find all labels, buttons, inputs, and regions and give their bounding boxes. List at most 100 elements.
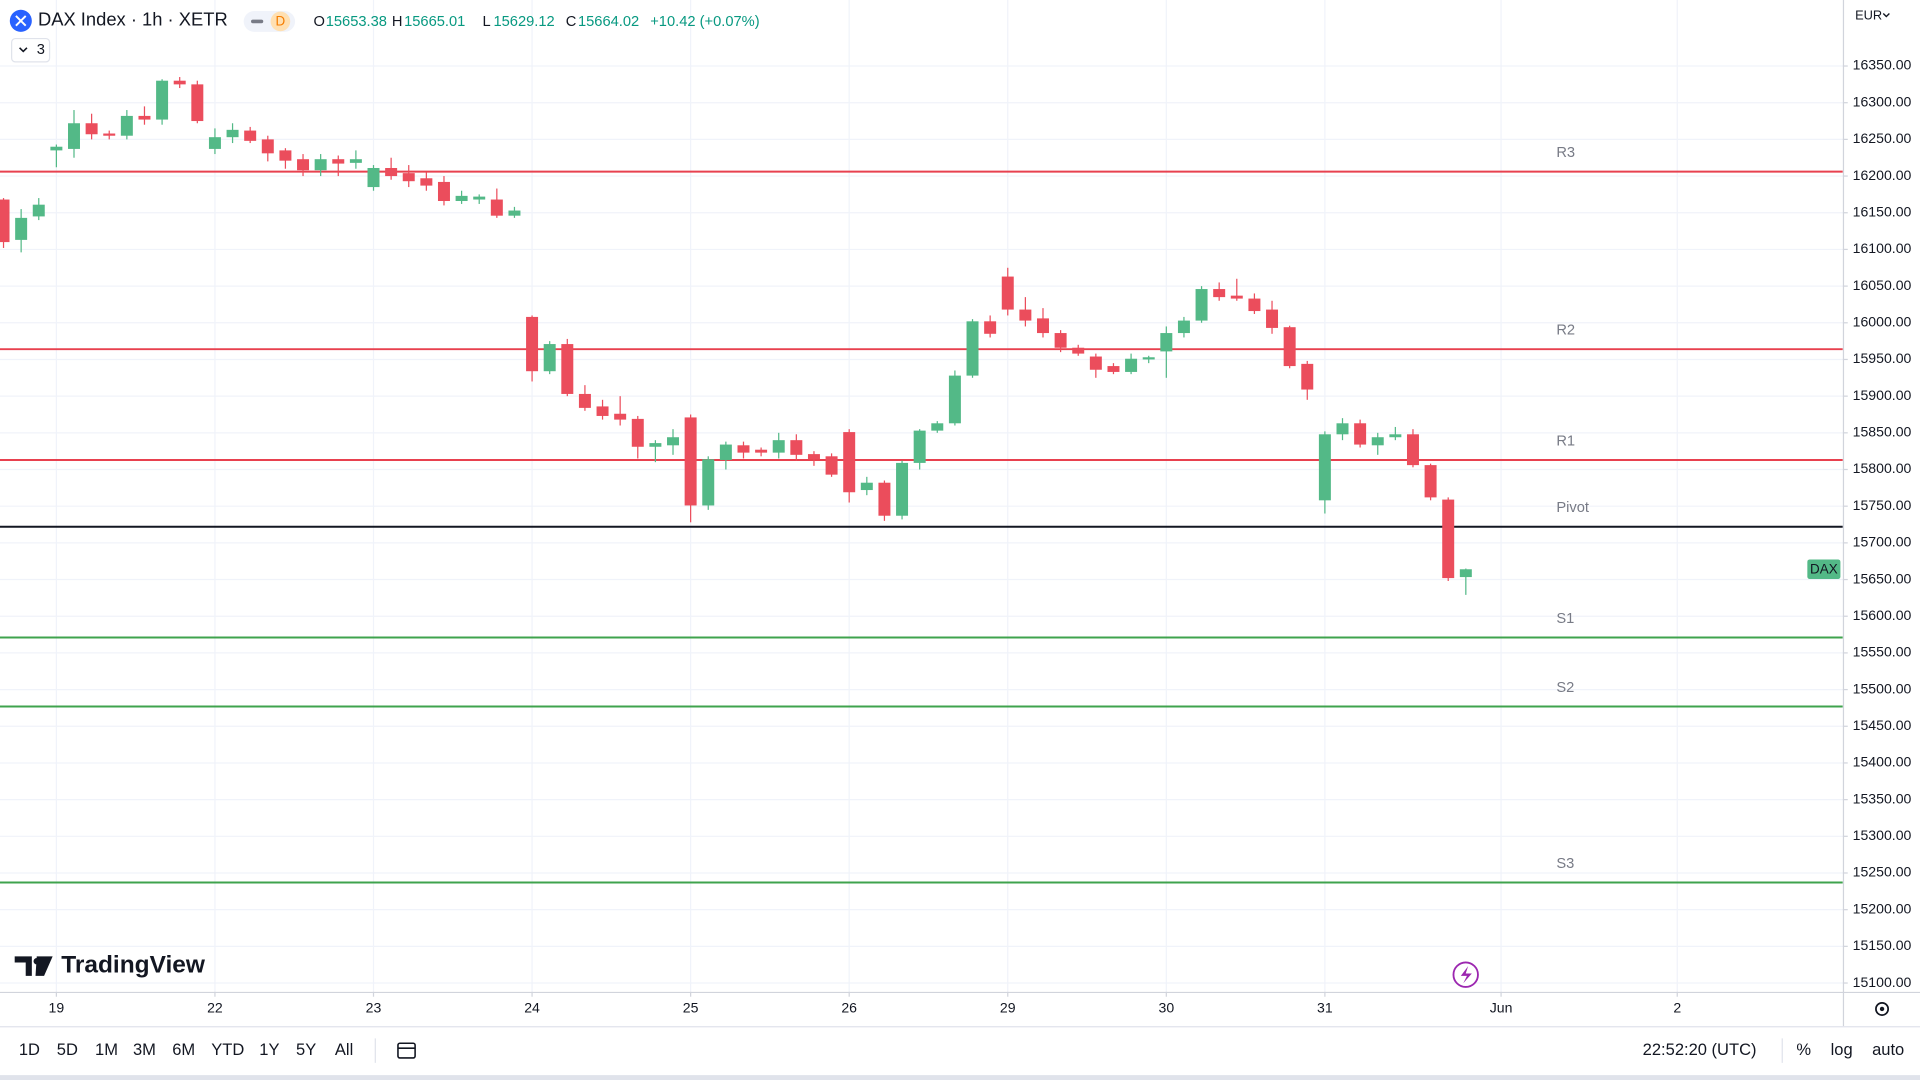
candle-body	[244, 130, 257, 141]
candle-body	[561, 344, 574, 394]
candle-body	[1089, 356, 1102, 370]
candle-body	[1107, 366, 1120, 372]
candle-body	[860, 482, 873, 491]
range-button[interactable]: 1Y	[259, 1040, 279, 1059]
range-button[interactable]: 5Y	[296, 1040, 316, 1059]
x-tick-label: 22	[207, 1000, 223, 1016]
candle-body	[420, 178, 433, 186]
auto-toggle[interactable]: auto	[1872, 1040, 1904, 1059]
ohlc-label: H	[392, 14, 403, 30]
y-tick-label: 15750.00	[1853, 497, 1912, 513]
y-tick-label: 15350.00	[1853, 790, 1912, 806]
candle-body	[1125, 358, 1138, 372]
candle-body	[1389, 434, 1402, 438]
range-button[interactable]: 1M	[95, 1040, 118, 1059]
y-tick-label: 15800.00	[1853, 460, 1912, 476]
candle-body	[332, 159, 345, 164]
candle-body	[984, 321, 997, 334]
interval-badge: D	[276, 14, 286, 29]
candle-body	[1177, 320, 1190, 334]
interval-pill-dash	[251, 19, 264, 24]
ohlc-label: O	[313, 14, 324, 30]
range-button[interactable]: 1D	[19, 1040, 40, 1059]
range-button[interactable]: 3M	[133, 1040, 156, 1059]
currency[interactable]: EUR	[1855, 7, 1882, 22]
level-label: S2	[1556, 680, 1574, 696]
candle-body	[1442, 499, 1455, 579]
candle-body	[85, 123, 98, 135]
x-tick-label: 25	[683, 1000, 699, 1016]
candle-body	[1266, 309, 1279, 328]
level-label: R1	[1556, 433, 1575, 449]
candle-body	[1371, 437, 1384, 446]
y-tick-label: 15250.00	[1853, 864, 1912, 880]
y-tick-label: 15300.00	[1853, 827, 1912, 843]
candle-body	[103, 133, 116, 136]
candle-body	[526, 316, 539, 372]
candle-body	[191, 84, 204, 122]
candle-body	[490, 199, 503, 216]
y-tick-label: 15200.00	[1853, 900, 1912, 916]
candle-body	[719, 444, 732, 460]
settings-icon[interactable]	[1875, 1002, 1890, 1016]
range-button[interactable]: 5D	[57, 1040, 78, 1059]
logo-mark	[14, 956, 53, 976]
interval-badge-bg	[270, 11, 291, 32]
y-tick-label: 15700.00	[1853, 534, 1912, 550]
percent-toggle[interactable]: %	[1796, 1040, 1811, 1059]
candle-body	[1001, 276, 1014, 310]
range-button[interactable]: YTD	[211, 1040, 244, 1059]
y-tick-label: 16200.00	[1853, 167, 1912, 183]
candle-body	[32, 204, 45, 217]
ohlc-label: L	[482, 14, 490, 30]
candle-body	[279, 150, 292, 161]
candle-body	[843, 432, 856, 493]
candle-body	[1354, 423, 1367, 445]
indicator-toggle[interactable]	[11, 37, 51, 63]
candle-body	[367, 167, 380, 188]
logo-dot	[33, 958, 40, 965]
y-tick-label: 16250.00	[1853, 130, 1912, 146]
indicator-chevron	[19, 47, 28, 53]
events-bolt	[1460, 966, 1472, 984]
candle-body	[1160, 333, 1173, 352]
x-tick-label: Jun	[1490, 1000, 1513, 1016]
y-tick-label: 16300.00	[1853, 93, 1912, 109]
y-tick-label: 15600.00	[1853, 607, 1912, 623]
candle-body	[15, 217, 28, 240]
clock[interactable]: 22:52:20 (UTC)	[1643, 1040, 1757, 1059]
range-button[interactable]: All	[335, 1040, 353, 1059]
candle-body	[1301, 363, 1314, 390]
candle-body	[667, 437, 680, 446]
candle-body	[173, 80, 186, 85]
level-label: S1	[1556, 611, 1574, 627]
candle-body	[120, 115, 133, 136]
log-toggle[interactable]: log	[1831, 1040, 1853, 1059]
y-tick-label: 15450.00	[1853, 717, 1912, 733]
settings-icon-core	[1879, 1006, 1885, 1012]
bottom-strip	[0, 1075, 1920, 1080]
grid	[0, 0, 1843, 992]
candle-body	[1230, 295, 1243, 299]
y-tick-label: 16350.00	[1853, 57, 1912, 73]
candle-body	[349, 159, 362, 163]
candle-body	[543, 344, 556, 372]
level-label: Pivot	[1556, 500, 1589, 516]
x-tick-label: 24	[524, 1000, 540, 1016]
x-tick-label: 26	[841, 1000, 857, 1016]
candle-body	[1283, 327, 1296, 367]
price-badge-label: DAX	[1810, 561, 1838, 576]
y-tick-label: 15400.00	[1853, 754, 1912, 770]
candle-body	[0, 199, 10, 243]
range-button[interactable]: 6M	[172, 1040, 195, 1059]
candle-body	[208, 137, 221, 149]
candle-body	[261, 139, 274, 154]
candle-body	[437, 181, 450, 202]
x-tick-label: 2	[1673, 1000, 1681, 1016]
candles	[0, 77, 1472, 595]
candle-body	[790, 440, 803, 455]
candle-body	[50, 146, 63, 151]
candle-body	[931, 423, 944, 431]
date-range-icon[interactable]	[397, 1042, 416, 1059]
